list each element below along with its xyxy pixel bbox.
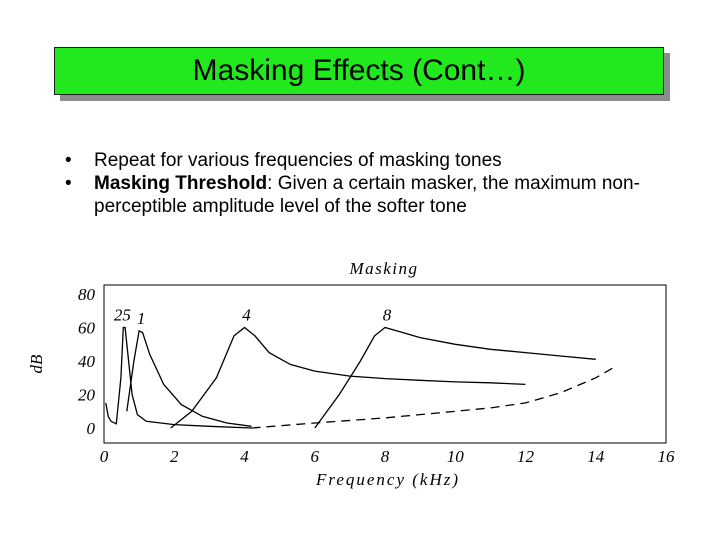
series-line-25: [105, 326, 252, 429]
slide-title-box: Masking Effects (Cont…): [54, 47, 664, 95]
curve-label: 25: [114, 306, 131, 325]
x-tick-label: 6: [311, 447, 320, 466]
curve-labels: 25 1 4 8: [114, 306, 392, 328]
series-lines: [105, 326, 614, 429]
bullet-list: • Repeat for various frequencies of mask…: [62, 149, 682, 218]
y-tick-label: 40: [78, 352, 96, 371]
y-tick-label: 0: [87, 419, 96, 438]
x-tick-label: 2: [170, 447, 179, 466]
x-axis-label: Frequency (kHz): [315, 470, 460, 489]
x-tick-labels: 0 2 4 6 8 10 12 14 16: [100, 447, 675, 466]
bullet-dot: •: [65, 150, 72, 171]
x-tick-label: 12: [517, 447, 535, 466]
series-line-1: [126, 329, 252, 427]
x-tick-label: 0: [100, 447, 109, 466]
curve-label: 8: [383, 306, 392, 325]
y-tick-labels: 0 20 40 60 80: [78, 285, 96, 438]
chart-title: Masking: [348, 259, 418, 278]
x-tick-label: 10: [447, 447, 465, 466]
y-axis-label: dB: [27, 354, 46, 374]
x-tick-label: 16: [658, 447, 676, 466]
plot-frame: [103, 284, 667, 444]
x-tick-label: 4: [240, 447, 249, 466]
y-tick-label: 80: [78, 285, 96, 304]
series-line-4: [170, 326, 526, 429]
y-tick-label: 60: [78, 319, 96, 338]
bullet-text: : Given a certain masker, the maximum no…: [94, 173, 640, 217]
bullet-text: Repeat for various frequencies of maskin…: [94, 150, 502, 171]
bullet-item-repeat: • Repeat for various frequencies of mask…: [62, 149, 682, 172]
x-tick-label: 14: [587, 447, 605, 466]
bullet-term: Masking Threshold: [94, 173, 268, 194]
curve-label: 4: [242, 306, 251, 325]
series-line-8: [314, 326, 596, 429]
x-tick-label: 8: [381, 447, 390, 466]
bullet-item-masking-threshold: • Masking Threshold: Given a certain mas…: [62, 172, 682, 218]
bullet-dot: •: [65, 173, 72, 194]
slide-title: Masking Effects (Cont…): [192, 54, 526, 87]
curve-label: 1: [137, 309, 146, 328]
y-tick-label: 20: [78, 386, 96, 405]
series-line-threshold: [251, 367, 614, 429]
